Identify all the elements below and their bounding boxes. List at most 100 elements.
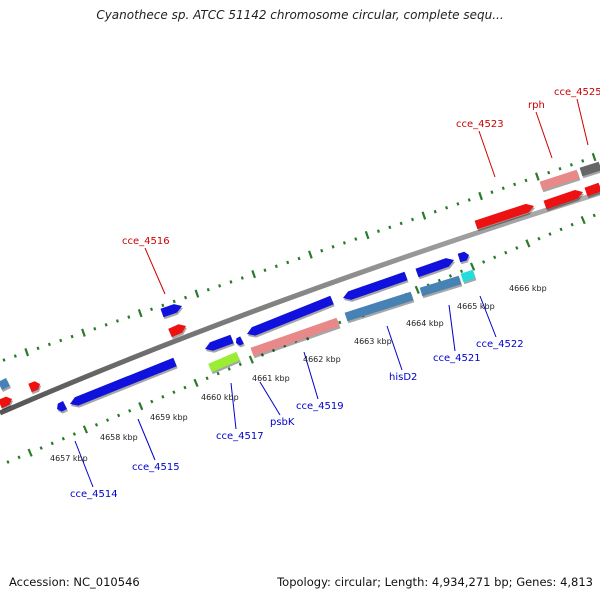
scale-tick <box>17 455 21 460</box>
gene-label-cce_4514[interactable]: cce_4514 <box>70 489 118 500</box>
scale-tick <box>2 358 6 362</box>
scale-tick <box>558 166 562 171</box>
gene-features <box>0 161 600 414</box>
scale-tick <box>128 409 132 413</box>
scale-tick <box>591 152 597 162</box>
scale-tick <box>581 159 585 163</box>
gene-cce_4516[interactable] <box>168 324 186 338</box>
leader-line <box>144 247 166 295</box>
scale-tick <box>580 215 586 225</box>
scale-label: 4663 kbp <box>354 337 392 346</box>
leader-line <box>448 304 456 352</box>
gene-feature[interactable] <box>160 304 183 318</box>
scale-tick <box>478 191 483 201</box>
scale-tick <box>410 217 415 222</box>
scale-tick <box>70 334 74 339</box>
gene-feature[interactable] <box>584 182 600 197</box>
leader-line <box>479 295 497 338</box>
scale-tick <box>27 448 33 457</box>
scale-tick <box>248 355 254 364</box>
gene-rph[interactable] <box>539 169 580 191</box>
gene-feature[interactable] <box>236 336 244 346</box>
gene-cce_4522[interactable] <box>460 269 476 283</box>
scale-tick <box>238 362 242 367</box>
scale-tick <box>138 402 144 411</box>
scale-tick <box>493 255 497 260</box>
scale-tick <box>513 182 517 187</box>
scale-tick <box>482 260 486 264</box>
scale-tick <box>115 319 120 323</box>
gene-label-cce_4525[interactable]: cce_4525 <box>554 87 600 98</box>
scale-label: 4657 kbp <box>50 454 88 463</box>
scale-tick <box>36 346 40 351</box>
gene-label-cce_4521[interactable]: cce_4521 <box>433 353 481 364</box>
gene-cce_4514[interactable] <box>70 357 177 406</box>
scale-tick <box>569 163 573 167</box>
gene-label-psbK[interactable]: psbK <box>270 417 295 428</box>
gene-feature[interactable] <box>415 258 455 278</box>
gene-label-cce_4516[interactable]: cce_4516 <box>122 236 170 247</box>
scale-tick <box>161 303 165 308</box>
scale-tick <box>470 262 476 271</box>
scale-tick <box>548 232 552 236</box>
gene-psbK[interactable] <box>247 295 334 336</box>
gene-feature[interactable] <box>543 190 584 210</box>
leader-line <box>303 351 319 400</box>
leader-line <box>230 382 237 430</box>
scale-tick <box>467 198 471 202</box>
gene-label-cce_4515[interactable]: cce_4515 <box>132 462 180 473</box>
gene-labels: cce_4516 cce_4523 rph cce_4525 cce_4514 cce_4… <box>70 87 600 500</box>
gene-feature[interactable] <box>28 381 40 393</box>
gene-feature[interactable] <box>205 334 234 351</box>
scale-tick <box>331 245 335 249</box>
gene-cce_4519[interactable] <box>250 317 340 357</box>
gene-cce_4523[interactable] <box>474 203 534 230</box>
scale-tick <box>39 446 43 450</box>
gene-cce_4525[interactable] <box>579 161 600 177</box>
genome-summary-text: Topology: circular; Length: 4,934,271 bp… <box>277 575 593 589</box>
scale-tick <box>94 422 99 427</box>
gene-label-rph[interactable]: rph <box>528 100 545 111</box>
scale-tick <box>570 222 574 227</box>
leader-line <box>386 325 403 371</box>
scale-tick <box>149 307 154 312</box>
scale-tick <box>216 371 220 376</box>
scale-tick <box>104 323 108 327</box>
gene-feature[interactable] <box>0 378 10 390</box>
gene-feature[interactable] <box>457 251 469 263</box>
gene-label-cce_4523[interactable]: cce_4523 <box>456 119 504 130</box>
scale-tick <box>59 338 63 343</box>
scale-tick <box>525 239 531 248</box>
scale-tick <box>24 348 30 357</box>
scale-tick <box>260 353 265 357</box>
gene-hisD2[interactable] <box>344 291 414 322</box>
scale-tick <box>251 269 256 279</box>
gene-feature[interactable] <box>343 271 408 300</box>
scale-tick <box>490 190 494 194</box>
scale-tick <box>504 250 508 255</box>
scale-tick <box>501 186 505 191</box>
leader-line <box>74 440 94 488</box>
scale-tick <box>218 284 222 288</box>
scale-tick <box>205 376 209 381</box>
scale-tick <box>105 418 110 422</box>
gene-feature[interactable] <box>57 401 67 412</box>
scale-tick <box>72 432 76 436</box>
gene-label-cce_4522[interactable]: cce_4522 <box>476 339 524 350</box>
gene-feature[interactable] <box>0 396 12 409</box>
scale-tick <box>421 211 427 220</box>
leader-line <box>259 381 281 416</box>
scale-tick <box>559 227 563 232</box>
scale-tick <box>206 287 210 292</box>
gene-label-hisD2[interactable]: hisD2 <box>389 372 417 383</box>
scale-tick <box>524 178 528 183</box>
gene-label-cce_4519[interactable]: cce_4519 <box>296 401 344 412</box>
gene-label-cce_4517[interactable]: cce_4517 <box>216 431 264 442</box>
gene-cce_4521[interactable] <box>419 275 462 297</box>
scale-tick <box>93 326 97 331</box>
scale-tick <box>229 280 233 284</box>
scale-tick <box>459 269 464 274</box>
gene-cce_4517[interactable] <box>208 351 240 373</box>
scale-tick <box>13 354 17 358</box>
